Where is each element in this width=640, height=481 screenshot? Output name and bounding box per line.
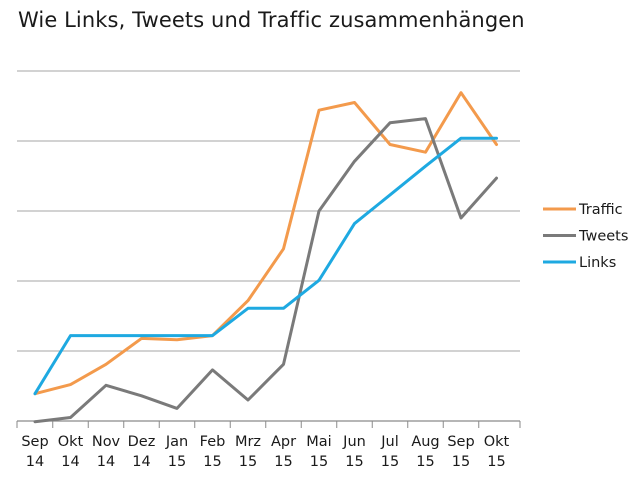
x-tick-label-year: 15 (416, 454, 434, 470)
legend-label-tweets: Tweets (578, 229, 628, 245)
x-tick-label-month: Okt (58, 434, 84, 450)
x-tick-label-year: 15 (310, 454, 328, 470)
x-tick-label-year: 14 (97, 454, 115, 470)
x-tick-label-month: Jun (342, 434, 366, 450)
x-tick-label-month: Jul (380, 434, 399, 450)
legend: Traffic Tweets Links (543, 202, 628, 271)
chart-title: Wie Links, Tweets und Traffic zusammenhä… (18, 8, 525, 32)
x-tick-label-month: Jan (165, 434, 188, 450)
x-tick-label-year: 15 (239, 454, 257, 470)
series-lines (33, 91, 498, 424)
x-tick-label-year: 15 (381, 454, 399, 470)
x-tick-label-year: 15 (345, 454, 363, 470)
x-tick-label-month: Sep (447, 434, 474, 450)
x-tick-label-year: 15 (168, 454, 186, 470)
x-tick-label-month: Sep (21, 434, 48, 450)
series-line-links (33, 136, 498, 396)
series-line-tweets (33, 117, 498, 424)
gridlines (17, 70, 520, 422)
x-tick-label-month: Okt (484, 434, 510, 450)
x-tick-label-month: Dez (128, 434, 156, 450)
x-axis: Sep 14 Okt 14 Nov 14 Dez 14 Jan 15 Feb 15 Mrz 15 Apr 15… (16, 421, 521, 470)
x-tick-label-month: Mrz (235, 434, 261, 450)
x-tick-label-year: 15 (203, 454, 221, 470)
x-tick-label-year: 14 (61, 454, 79, 470)
x-tick-label-month: Aug (411, 434, 439, 450)
x-tick-label-year: 15 (452, 454, 470, 470)
series-line-traffic (33, 91, 498, 396)
x-tick-label-year: 15 (274, 454, 292, 470)
x-tick-label-month: Mai (306, 434, 331, 450)
legend-label-links: Links (579, 255, 616, 271)
x-tick-label-year: 15 (487, 454, 505, 470)
x-tick-label-month: Apr (271, 434, 296, 450)
x-tick-label-year: 14 (26, 454, 44, 470)
x-tick-label-month: Nov (92, 434, 121, 450)
x-tick-label-month: Feb (200, 434, 226, 450)
legend-label-traffic: Traffic (578, 202, 623, 218)
x-tick-label-year: 14 (132, 454, 150, 470)
